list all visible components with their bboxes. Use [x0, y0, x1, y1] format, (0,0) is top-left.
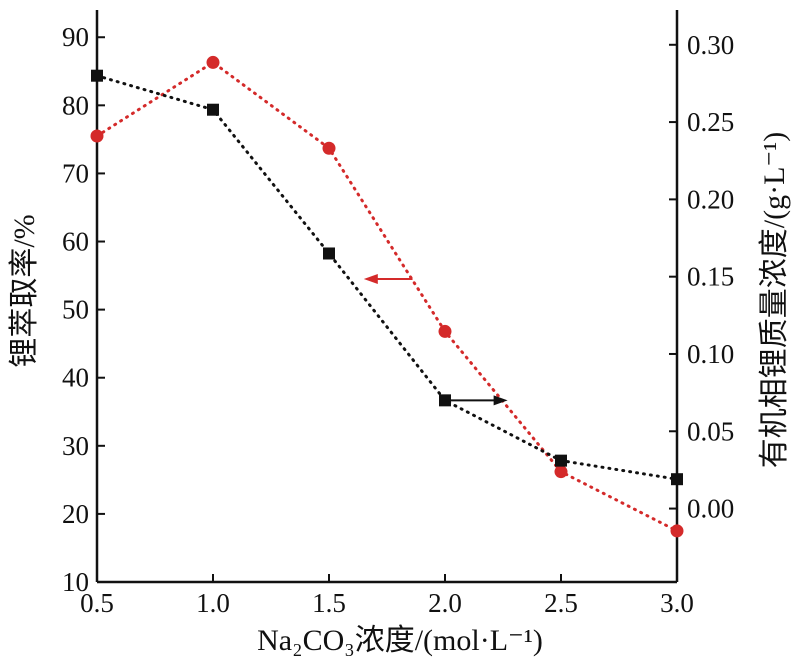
y-left-tick-label: 20 [62, 499, 89, 529]
y-left-tick-label: 40 [62, 363, 89, 393]
y-left-tick-label: 50 [62, 295, 89, 325]
y-left-tick-label: 10 [62, 567, 89, 597]
x-tick-label: 1.5 [312, 588, 346, 618]
x-tick-label: 3.0 [660, 588, 694, 618]
extraction-rate-point [554, 465, 568, 479]
y-right-tick-label: 0.10 [687, 339, 734, 369]
extraction-rate-point [438, 324, 452, 338]
y-right-tick-label: 0.15 [687, 262, 734, 292]
y-left-tick-label: 70 [62, 158, 89, 188]
series-lines [95, 60, 679, 533]
lithium-concentration-point [671, 473, 683, 486]
x-tick-label: 1.0 [196, 588, 230, 618]
y-left-tick-label: 60 [62, 227, 89, 257]
lithium-concentration-point [323, 247, 335, 260]
extraction-rate-point [670, 524, 684, 538]
x-axis-title: Na₂CO₃浓度/(mol·L⁻¹) [257, 624, 543, 657]
lithium-concentration-point [207, 103, 219, 116]
extraction-rate-line [95, 60, 679, 533]
y-right-tick-label: 0.00 [687, 494, 734, 524]
y-right-tick-label: 0.20 [687, 184, 734, 214]
y-right-tick-label: 0.30 [687, 30, 734, 60]
x-tick-label: 2.5 [544, 588, 578, 618]
y-right-tick-label: 0.25 [687, 107, 734, 137]
axes: 0.5 1.0 1.5 2.0 2.5 3.0 10 20 30 40 50 60 70 80 90 0.00… [62, 10, 734, 618]
extraction-rate-point [206, 55, 220, 69]
right-arrow-head [493, 395, 508, 406]
series-markers [90, 55, 684, 538]
left-arrow-head [363, 273, 378, 284]
extraction-rate-point [322, 141, 336, 155]
lithium-concentration-line [95, 74, 679, 481]
x-tick-label: 2.0 [428, 588, 462, 618]
y-left-tick-label: 80 [62, 90, 89, 120]
annotations [363, 273, 508, 406]
y-left-tick-label: 90 [62, 22, 89, 52]
lithium-concentration-point [91, 69, 103, 82]
x-tick-label: 0.5 [80, 588, 114, 618]
y-right-axis-title: 有机相锂质量浓度/(g·L⁻¹) [758, 132, 791, 468]
y-left-axis-title: 锂萃取率/% [8, 214, 41, 367]
lithium-concentration-point [555, 454, 567, 467]
y-right-tick-label: 0.05 [687, 416, 734, 446]
y-left-tick-label: 30 [62, 431, 89, 461]
extraction-rate-point [90, 129, 104, 143]
